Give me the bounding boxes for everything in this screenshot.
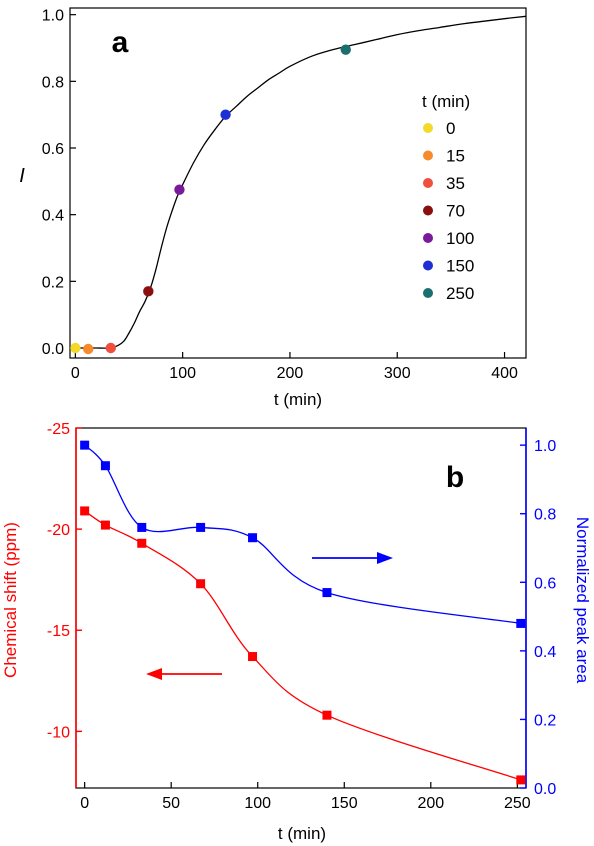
panel-a-y-tick-label: 1.0	[42, 8, 64, 25]
panel-b-series-line-left	[84, 510, 522, 781]
panel-a-y-axis-title: I	[19, 165, 25, 187]
panel-b-left-tick-label: -20	[47, 522, 70, 539]
panel-b-series-marker-left	[248, 652, 258, 662]
panel-b-x-tick-label: 0	[80, 795, 89, 812]
panel-a-legend-label: 0	[446, 119, 455, 138]
panel-a-legend-label: 150	[446, 257, 474, 276]
panel-a-x-tick-label: 200	[277, 365, 304, 382]
panel-a-marker-35	[105, 342, 116, 354]
panel-a-chart: 0 100 200 300 400 0.0 0.2 0.4 0.6 0.8 1.0 a t (min…	[19, 7, 527, 409]
panel-b-series	[80, 440, 526, 785]
panel-b-series-marker-left	[322, 710, 332, 720]
panel-b-x-tick-label: 150	[331, 795, 358, 812]
panel-b-right-tick-label: 0.4	[534, 644, 556, 661]
panel-b-series-marker-left	[80, 506, 90, 516]
panel-b-x-axis-title: t (min)	[278, 824, 326, 843]
panel-b-series-marker-left	[100, 520, 110, 530]
panel-a-legend-label: 70	[446, 202, 465, 221]
panel-a-x-tick-label: 400	[491, 365, 518, 382]
panel-a-legend-marker	[423, 205, 433, 216]
panel-b-series-marker-left	[516, 775, 526, 785]
panel-a-plot-frame	[69, 7, 527, 359]
panel-b-series-marker-left	[137, 538, 147, 548]
panel-a-curve	[75, 15, 527, 349]
panel-b-left-tick-label: -25	[47, 421, 70, 438]
panel-b-x-tick-label: 50	[162, 795, 180, 812]
panel-a-legend-marker	[423, 123, 433, 133]
panel-a-y-tick-label: 0.2	[42, 274, 64, 291]
panel-b-series-marker-right	[196, 522, 206, 532]
panel-a-marker-0	[70, 342, 81, 354]
panel-b-label: b	[446, 461, 464, 494]
panel-b-series-line-right	[84, 444, 521, 625]
panel-b-right-tick-label: 0.6	[534, 575, 556, 592]
panel-b-right-axis-title: Normalized peak area	[573, 517, 592, 684]
panel-b-right-tick-label: 1.0	[534, 438, 556, 455]
panel-b-series-marker-right	[248, 533, 258, 543]
panel-b-ticks: 0 50 100 150 200 250 -10 -15 -20 -25 0.0 0.2 0.4 0.6 0…	[47, 421, 556, 812]
panel-b-left-tick-label: -10	[47, 724, 70, 741]
panel-a-label: a	[112, 26, 129, 59]
panel-a-legend-label: 250	[446, 284, 474, 303]
panel-a-marker-70	[143, 286, 154, 297]
panel-a-legend-marker	[423, 260, 433, 271]
panel-b-left-axis-title: Chemical shift (ppm)	[1, 522, 20, 678]
panel-b-series-marker-right	[516, 618, 526, 628]
panel-b-series-marker-right	[137, 522, 147, 532]
panel-b-x-tick-label: 200	[417, 795, 444, 812]
panel-a-legend-marker	[423, 178, 433, 188]
panel-a-y-tick-label: 0.6	[42, 141, 64, 158]
panel-a-marker-250	[340, 44, 351, 55]
panel-a-y-tick-label: 0.8	[42, 74, 64, 91]
panel-a-markers	[70, 44, 351, 355]
panel-a-x-tick-label: 100	[169, 365, 196, 382]
panel-a-legend-marker	[423, 233, 433, 243]
panel-a-legend: t (min) 0 15 35 70 100 150 250	[422, 92, 474, 303]
panel-a-legend-label: 100	[446, 229, 474, 248]
panel-b-series-marker-left	[196, 579, 206, 589]
panel-b-x-tick-label: 100	[244, 795, 271, 812]
panel-a-legend-title: t (min)	[422, 92, 470, 111]
panel-a-marker-150	[220, 109, 231, 120]
panel-b-series-marker-right	[80, 440, 90, 450]
panel-a-marker-15	[83, 343, 94, 355]
panel-a-y-tick-label: 0.4	[42, 208, 64, 225]
panel-b-right-tick-label: 0.2	[534, 712, 556, 729]
panel-b-arrow-right	[312, 552, 393, 564]
panel-a-x-axis-title: t (min)	[274, 390, 322, 409]
panel-b-series-marker-right	[322, 588, 332, 598]
panel-a-x-tick-label: 0	[71, 365, 80, 382]
panel-b-right-tick-label: 0.8	[534, 507, 556, 524]
panel-b-x-tick-label: 250	[504, 795, 531, 812]
panel-a-ticks: 0 100 200 300 400 0.0 0.2 0.4 0.6 0.8 1.0	[42, 8, 518, 382]
panel-b-chart: 0 50 100 150 200 250 -10 -15 -20 -25 0.0 0.2 0.4 0.6 0…	[1, 421, 592, 843]
panel-b-arrows	[146, 552, 393, 680]
panel-b-right-tick-label: 0.0	[534, 781, 556, 798]
panel-a-legend-marker	[423, 150, 433, 161]
panel-a-marker-100	[174, 184, 185, 195]
panel-b-left-tick-label: -15	[47, 623, 70, 640]
panel-a-x-tick-label: 300	[384, 365, 411, 382]
panel-b-arrow-left	[146, 668, 222, 680]
panel-a-y-tick-label: 0.0	[42, 341, 64, 358]
panel-b-series-marker-right	[100, 461, 110, 471]
panel-a-legend-label: 35	[446, 174, 465, 193]
panel-a-legend-marker	[423, 288, 433, 298]
panel-a-legend-label: 15	[446, 147, 465, 166]
